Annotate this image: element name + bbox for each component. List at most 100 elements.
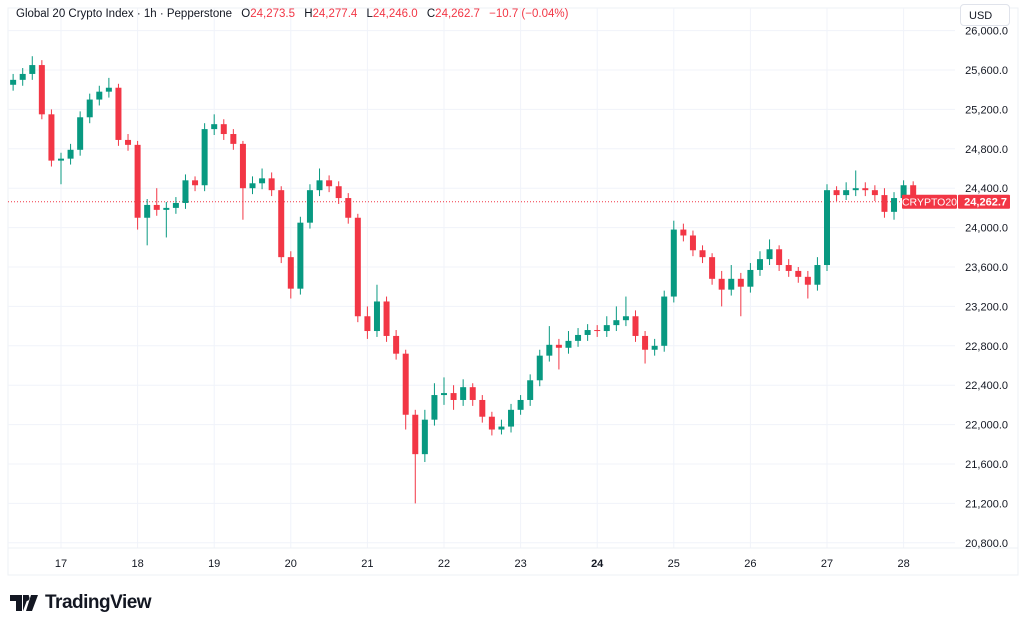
candle-body [306,190,313,223]
candle [153,188,160,216]
x-tick-label: 20 [285,558,297,570]
y-tick-label: 22,800.0 [965,341,1008,353]
candle-body [613,320,620,326]
candle-body [622,316,629,321]
candle [29,56,36,80]
candle [852,170,859,197]
candle-body [737,278,744,287]
candle [488,411,495,436]
x-tick-label: 18 [131,558,143,570]
candle [354,213,361,323]
y-tick-label: 25,600.0 [965,65,1008,77]
candle [498,419,505,435]
x-tick-label: 23 [514,558,526,570]
candle [776,245,783,271]
candle [824,184,830,271]
currency-button[interactable]: USD [960,4,1010,26]
symbol-tag-box [902,194,957,209]
candle-body [345,198,352,218]
candle [278,186,285,264]
candle-body [134,144,141,218]
candle [833,186,840,202]
candle-body [680,229,687,236]
tradingview-logo[interactable]: TradingView [10,592,152,614]
candle-body [699,250,706,258]
candle [737,272,744,317]
candle-body [747,269,754,287]
candle-body [584,330,591,335]
candle-body [862,188,869,191]
candle [565,331,572,354]
open-value: 24,273.5 [250,8,295,20]
candle [508,403,515,433]
candle-body [900,185,907,199]
candle-body [517,399,524,410]
candle [77,111,84,156]
candle-body [670,229,677,297]
symbol-title: Global 20 Crypto Index · 1h · Pepperston… [16,8,233,20]
candle [479,395,486,423]
candle-body [594,330,601,332]
candle-body [364,316,371,332]
candle [881,188,888,218]
candle [192,176,199,192]
candle-body [728,278,735,290]
candle [814,257,821,291]
candle-body [105,87,112,92]
y-tick-label: 22,000.0 [965,420,1008,432]
candle-body [565,340,572,348]
candle-body [785,265,792,271]
candle [10,73,17,91]
candle [795,267,802,283]
close-value: 24,262.7 [435,8,480,20]
tradingview-logo-icon [10,595,38,611]
candle [642,331,649,364]
candle-body [268,178,275,191]
x-tick-label: 19 [208,558,220,570]
candle-body [603,325,610,332]
last-price-marker: CRYPTO20 24,262.7 [902,194,1010,209]
candle-body [163,207,170,210]
candle-body [871,190,878,196]
candle [843,182,850,201]
candle [460,379,467,406]
candle [613,306,620,332]
candle-body [555,344,562,348]
candle-body [833,190,840,196]
high-label: H [304,8,313,20]
price-axis[interactable]: 26,000.0 25,600.0 25,200.0 24,800.0 24,400.0… [965,26,1008,550]
candle-body [709,257,716,279]
candle-body [10,79,17,85]
candle-body [881,195,888,212]
candle [393,330,400,360]
candle-body [354,217,361,317]
high-value: 24,277.4 [312,8,358,20]
candle-body [48,114,55,161]
candle-body [651,345,658,350]
candle [756,251,763,276]
candle-body [182,180,189,203]
candle-body [201,129,208,186]
candle-body [431,395,438,420]
candle-body [326,180,333,187]
y-tick-label: 25,200.0 [965,104,1008,116]
candle-body [115,87,122,140]
candle [661,290,668,352]
candle [19,68,26,86]
candle [622,296,629,327]
candle [316,168,323,197]
candle [239,140,246,220]
candle-body [546,344,553,356]
y-tick-label: 21,200.0 [965,498,1008,510]
grid [7,7,1019,576]
candle-body [393,335,400,354]
candle-body [910,185,917,202]
candle-body [421,419,428,455]
candle-body [335,186,342,199]
y-tick-label: 20,800.0 [965,538,1008,550]
candle [594,325,601,337]
time-axis[interactable]: 17 18 19 20 21 22 23 24 25 26 27 28 [55,558,910,570]
candle [651,338,658,356]
candle-body [689,235,696,251]
